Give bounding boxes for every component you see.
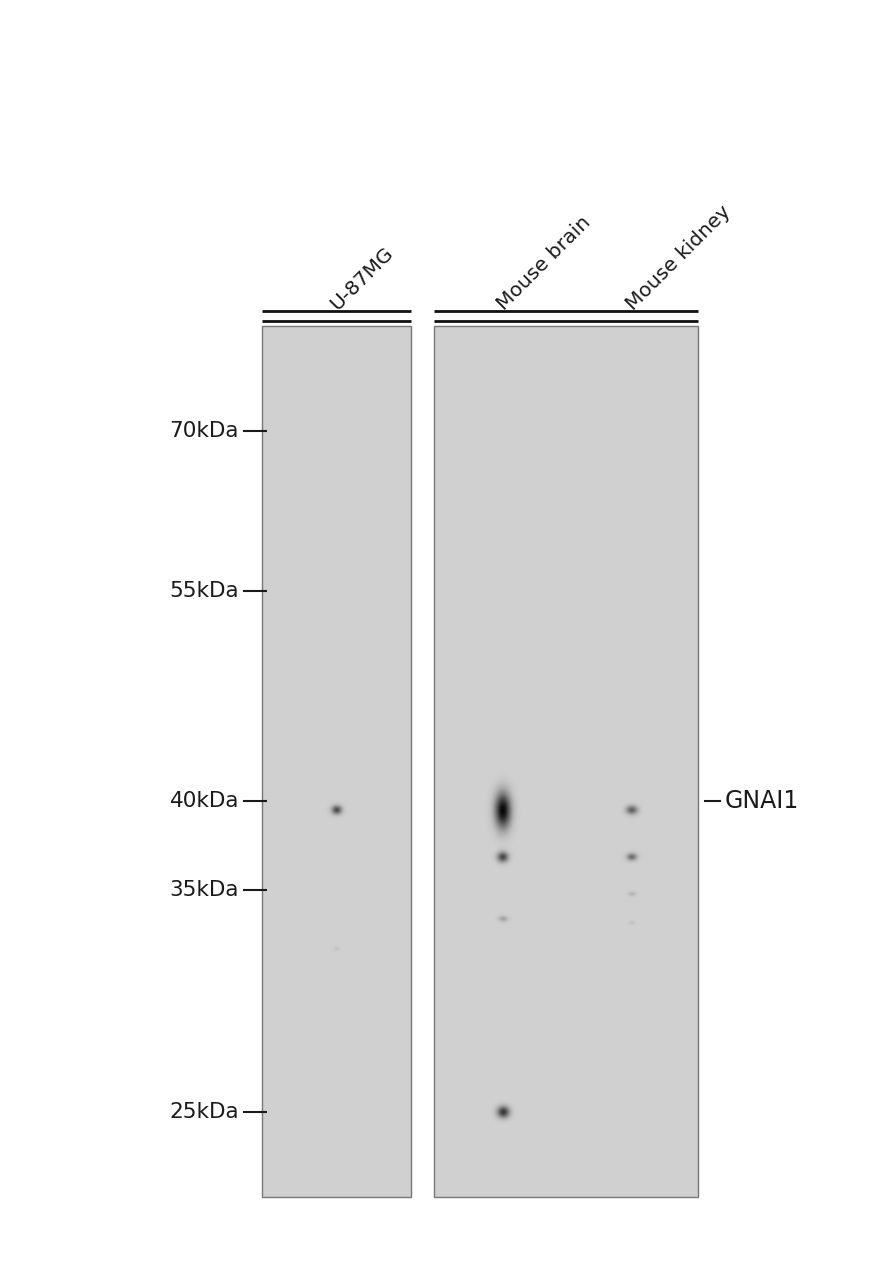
Text: U-87MG: U-87MG (327, 243, 397, 314)
Text: GNAI1: GNAI1 (725, 790, 799, 813)
Bar (262, 326, 411, 1197)
Text: 55kDa: 55kDa (170, 581, 239, 600)
Bar (434, 326, 698, 1197)
Text: 70kDa: 70kDa (170, 421, 239, 442)
Text: 40kDa: 40kDa (170, 791, 239, 812)
Text: Mouse brain: Mouse brain (493, 212, 595, 314)
Text: 35kDa: 35kDa (170, 879, 239, 900)
Text: Mouse kidney: Mouse kidney (622, 202, 734, 314)
Text: 25kDa: 25kDa (170, 1102, 239, 1123)
